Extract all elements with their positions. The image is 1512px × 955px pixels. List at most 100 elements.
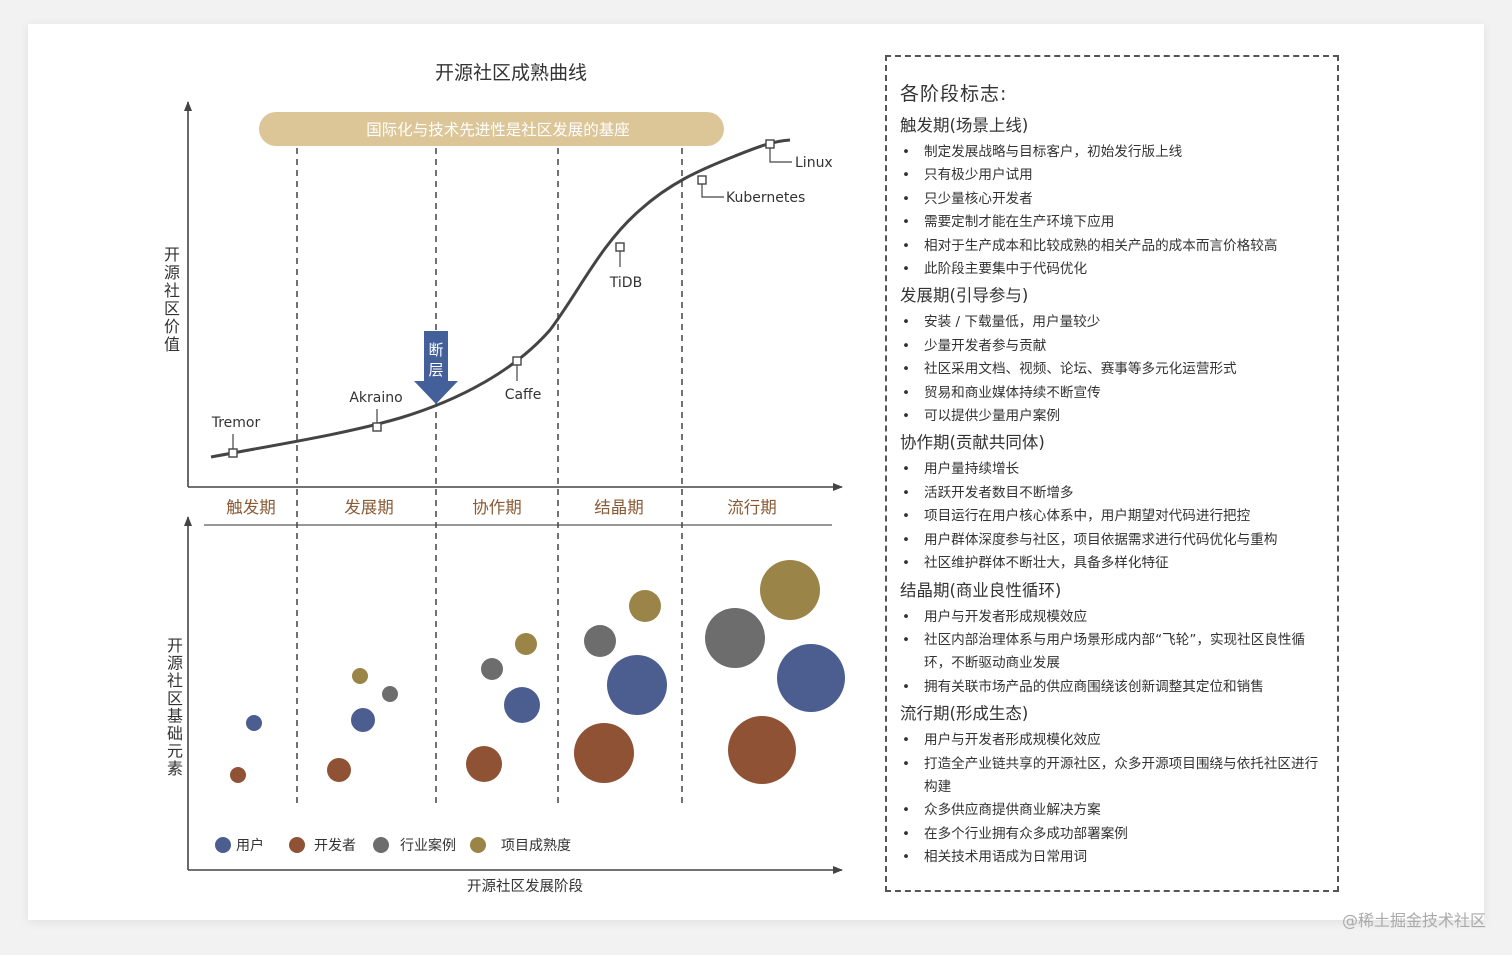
stage-section-title: 流行期(形成生态) — [900, 704, 1029, 724]
legend-user-marker — [215, 837, 231, 853]
stage-item: 只有极少用户试用 — [900, 164, 1327, 188]
axis-label-char: 值 — [164, 335, 180, 354]
marker-linux — [765, 139, 775, 149]
stage-section-title: 结晶期(商业良性循环) — [900, 580, 1062, 600]
stage-item: 贸易和商业媒体持续不断宣传 — [900, 382, 1327, 406]
bubble-trigger-developer — [230, 767, 246, 783]
bubble-crystal-maturity — [629, 590, 661, 622]
legend-case-marker — [373, 837, 389, 853]
project-label-akraino: Akraino — [349, 390, 402, 406]
stage-item: 众多供应商提供商业解决方案 — [900, 799, 1327, 823]
bubble-popular-maturity — [760, 560, 820, 620]
bubble-develop-case — [382, 686, 398, 702]
axis-label-char: 开 — [164, 245, 180, 264]
stage-item: 社区内部治理体系与用户场景形成内部“飞轮”，实现社区良性循环，不断驱动商业发展 — [900, 629, 1327, 676]
axis-label-char: 源 — [164, 263, 180, 282]
stage-list: 触发期(场景上线) 制定发展战略与目标客户，初始发行版上线只有极少用户试用只少量核… — [900, 114, 1327, 870]
bubble-collab-user — [504, 687, 540, 723]
axis-label-char: 价 — [164, 317, 180, 336]
stage-item: 打造全产业链共享的开源社区，众多开源项目围绕与依托社区进行构建 — [900, 753, 1327, 800]
stage-item: 社区采用文档、视频、论坛、赛事等多元化运营形式 — [900, 358, 1327, 382]
stage-item: 用户量持续增长 — [900, 458, 1327, 482]
stage-section: 协作期(贡献共同体) 用户量持续增长活跃开发者数目不断增多项目运行在用户核心体系中… — [900, 431, 1327, 575]
axis-label-char: 社 — [164, 281, 180, 300]
axis-label-char: 区 — [164, 299, 180, 318]
stage-item: 此阶段主要集中于代码优化 — [900, 258, 1327, 282]
bubble-collab-developer — [466, 746, 502, 782]
stage-item-list: 安装 / 下载量低，用户量较少少量开发者参与贡献社区采用文档、视频、论坛、赛事等… — [900, 311, 1327, 428]
bubble-develop-maturity — [352, 668, 368, 684]
stage-label-popular: 流行期 — [727, 498, 777, 517]
project-label-tidb: TiDB — [609, 275, 642, 291]
axis-label-char: 础 — [167, 724, 183, 743]
axis-label-char: 区 — [167, 689, 183, 708]
stage-label-trigger: 触发期 — [226, 498, 276, 517]
legend-maturity-marker — [470, 837, 486, 853]
stage-item: 安装 / 下载量低，用户量较少 — [900, 311, 1327, 335]
stage-item: 用户与开发者形成规模效应 — [900, 606, 1327, 630]
axis-label-char: 源 — [167, 654, 183, 673]
stage-item: 可以提供少量用户案例 — [900, 405, 1327, 429]
stage-item: 只少量核心开发者 — [900, 188, 1327, 212]
bubble-crystal-case — [584, 625, 616, 657]
stage-item: 社区维护群体不断壮大，具备多样化特征 — [900, 552, 1327, 576]
stage-label-develop: 发展期 — [344, 498, 394, 517]
stage-label-collab: 协作期 — [472, 498, 522, 517]
bubble-trigger-user — [246, 715, 262, 731]
axis-label-char: 开 — [167, 636, 183, 655]
x-axis-label: 开源社区发展阶段 — [467, 878, 583, 895]
project-leaders — [232, 148, 792, 449]
stage-item: 在多个行业拥有众多成功部署案例 — [900, 823, 1327, 847]
project-label-kubernetes: Kubernetes — [726, 190, 805, 206]
bubble-crystal-developer — [574, 723, 634, 783]
stage-item: 活跃开发者数目不断增多 — [900, 482, 1327, 506]
banner-text: 国际化与技术先进性是社区发展的基座 — [366, 121, 630, 139]
marker-akraino — [372, 422, 382, 432]
marker-caffe — [512, 356, 522, 366]
project-label-caffe: Caffe — [505, 387, 542, 403]
stage-item-list: 用户与开发者形成规模效应社区内部治理体系与用户场景形成内部“飞轮”，实现社区良性… — [900, 606, 1327, 700]
bubble-develop-user — [351, 708, 375, 732]
marker-tidb — [615, 242, 625, 252]
stage-section-title: 协作期(贡献共同体) — [900, 433, 1045, 453]
bubble-popular-user — [777, 644, 845, 712]
stage-section: 结晶期(商业良性循环) 用户与开发者形成规模效应社区内部治理体系与用户场景形成内部… — [900, 579, 1327, 700]
bubbles — [230, 560, 845, 784]
stage-item: 拥有关联市场产品的供应商围绕该创新调整其定位和销售 — [900, 676, 1327, 700]
stage-markers-panel: 各阶段标志: 触发期(场景上线) 制定发展战略与目标客户，初始发行版上线只有极少用… — [885, 55, 1339, 892]
gap-label-1: 断 — [428, 341, 443, 359]
maturity-curve-diagram: 开源社区成熟曲线 国际化与技术先进性是社区发展的基座 Tremor Akr — [164, 62, 845, 895]
stage-section: 流行期(形成生态) 用户与开发者形成规模化效应打造全产业链共享的开源社区，众多开源… — [900, 702, 1327, 870]
diagram-title: 开源社区成熟曲线 — [435, 62, 587, 84]
stage-item: 少量开发者参与贡献 — [900, 335, 1327, 359]
legend: 用户 开发者 行业案例 项目成熟度 — [215, 837, 571, 854]
stage-item-list: 用户与开发者形成规模化效应打造全产业链共享的开源社区，众多开源项目围绕与依托社区… — [900, 729, 1327, 870]
project-markers — [228, 139, 775, 458]
stage-section: 发展期(引导参与) 安装 / 下载量低，用户量较少少量开发者参与贡献社区采用文档、… — [900, 284, 1327, 428]
bubble-popular-case — [705, 608, 765, 668]
bubble-popular-developer — [728, 716, 796, 784]
gap-label-2: 层 — [428, 361, 443, 379]
marker-tremor — [228, 448, 238, 458]
stage-item: 用户与开发者形成规模化效应 — [900, 729, 1327, 753]
stage-item-list: 用户量持续增长活跃开发者数目不断增多项目运行在用户核心体系中，用户期望对代码进行… — [900, 458, 1327, 575]
banner — [259, 112, 724, 146]
bubble-develop-developer — [327, 758, 351, 782]
gap-arrow-icon — [414, 331, 458, 404]
stage-item: 项目运行在用户核心体系中，用户期望对代码进行把控 — [900, 505, 1327, 529]
stage-section-title: 发展期(引导参与) — [900, 286, 1029, 306]
stage-item: 需要定制才能在生产环境下应用 — [900, 211, 1327, 235]
panel-title: 各阶段标志: — [900, 83, 1008, 105]
project-label-tremor: Tremor — [211, 415, 261, 431]
stage-section-title: 触发期(场景上线) — [900, 116, 1029, 135]
stage-item: 相对于生产成本和比较成熟的相关产品的成本而言价格较高 — [900, 235, 1327, 259]
marker-kubernetes — [697, 175, 707, 185]
watermark: @稀土掘金技术社区 — [1341, 911, 1486, 930]
axis-label-char: 基 — [167, 706, 183, 725]
axis-label-char: 素 — [167, 759, 183, 778]
stage-item: 用户群体深度参与社区，项目依据需求进行代码优化与重构 — [900, 529, 1327, 553]
axis-label-char: 社 — [167, 671, 183, 690]
stage-item: 相关技术用语成为日常用词 — [900, 846, 1327, 870]
maturity-curve — [210, 138, 791, 459]
